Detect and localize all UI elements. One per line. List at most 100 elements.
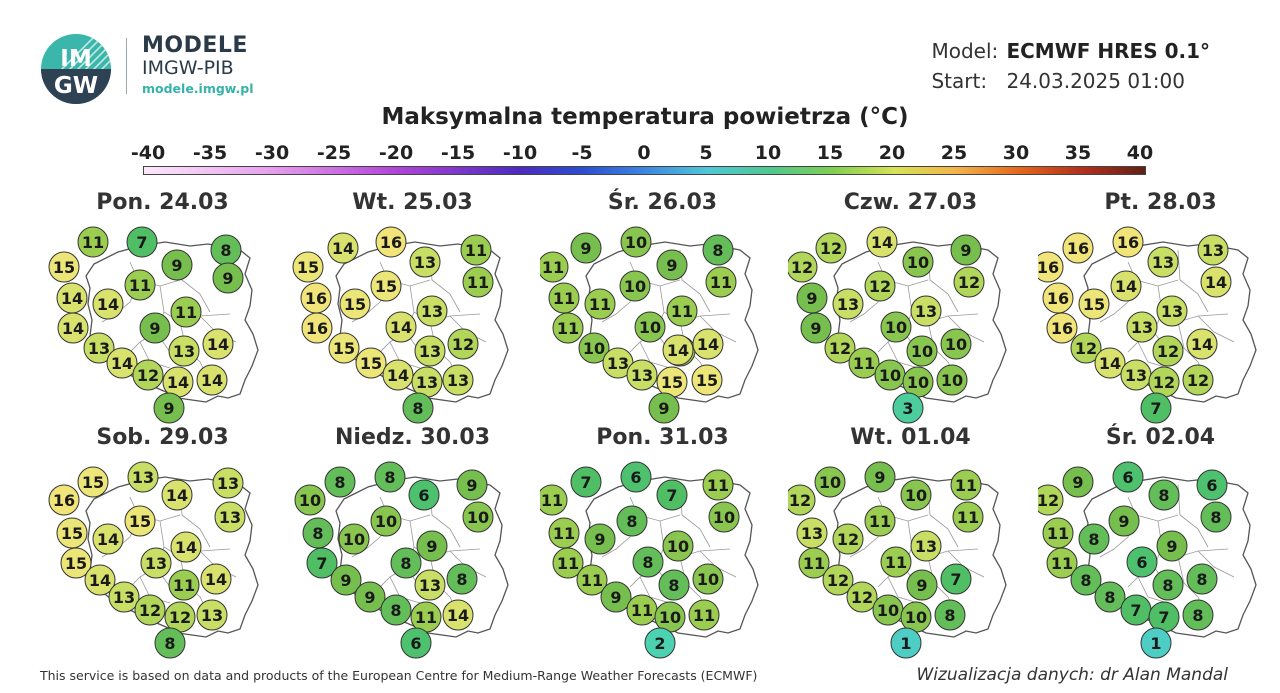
temperature-marker: 10 bbox=[900, 479, 932, 511]
temperature-value: 8 bbox=[1104, 588, 1115, 607]
temperature-value: 13 bbox=[837, 295, 859, 314]
temperature-value: 10 bbox=[713, 508, 735, 527]
temperature-value: 11 bbox=[175, 303, 197, 322]
temperature-marker: 9 bbox=[330, 564, 362, 596]
temperature-marker: 11 bbox=[666, 295, 698, 327]
region-border bbox=[1177, 484, 1209, 548]
temperature-value: 9 bbox=[426, 537, 437, 556]
temperature-marker: 8 bbox=[1078, 523, 1110, 555]
temperature-value: 13 bbox=[419, 342, 441, 361]
temperature-value: 14 bbox=[167, 373, 189, 392]
temperature-value: 13 bbox=[915, 537, 937, 556]
temperature-marker: 11 bbox=[168, 569, 200, 601]
temperature-value: 8 bbox=[384, 468, 395, 487]
forecast-day-panel: 10 9 11 12 10 11 13 12 11 13 11 11 12 9 7 12 10 10 8 1 Wt. 0… bbox=[788, 425, 1033, 659]
temperature-marker: 13 bbox=[214, 501, 246, 533]
temperature-value: 1 bbox=[900, 634, 911, 653]
temperature-value: 13 bbox=[217, 474, 239, 493]
temperature-value: 12 bbox=[837, 530, 859, 549]
temperature-marker: 16 bbox=[301, 312, 333, 344]
scale-tick-label: 0 bbox=[637, 142, 651, 164]
temperature-value: 10 bbox=[375, 512, 397, 531]
brand-title: MODELE bbox=[142, 33, 248, 58]
temperature-marker: 7 bbox=[940, 563, 972, 595]
temperature-value: 11 bbox=[557, 319, 579, 338]
temperature-marker: 13 bbox=[602, 347, 634, 379]
temperature-marker: 10 bbox=[634, 311, 666, 343]
brand-divider bbox=[126, 38, 127, 94]
temperature-marker: 11 bbox=[1042, 517, 1074, 549]
temperature-value: 8 bbox=[1192, 606, 1203, 625]
temperature-value: 9 bbox=[580, 239, 591, 258]
temperature-value: 8 bbox=[312, 524, 323, 543]
temperature-marker: 12 bbox=[788, 484, 816, 516]
scale-tick-label: 40 bbox=[1126, 142, 1154, 164]
temperature-value: 9 bbox=[658, 399, 669, 418]
temperature-value: 16 bbox=[1038, 258, 1059, 277]
temperature-value: 9 bbox=[810, 319, 821, 338]
forecast-day-panel: 7 6 11 7 11 8 10 11 9 10 11 8 11 8 10 9 11 10 11 2 Pon. 31.0… bbox=[540, 425, 785, 659]
temperature-marker: 8 bbox=[446, 563, 478, 595]
temperature-marker: 15 bbox=[48, 251, 80, 283]
temperature-value: 8 bbox=[944, 606, 955, 625]
temperature-value: 10 bbox=[625, 233, 647, 252]
temperature-marker: 1 bbox=[1140, 627, 1172, 659]
temperature-marker: 9 bbox=[600, 581, 632, 613]
temperature-marker: 8 bbox=[1148, 479, 1180, 511]
temperature-value: 13 bbox=[113, 588, 135, 607]
temperature-marker: 15 bbox=[1078, 288, 1110, 320]
temperature-marker: 9 bbox=[354, 581, 386, 613]
temperature-value: 14 bbox=[332, 239, 354, 258]
temperature-value: 8 bbox=[1210, 508, 1221, 527]
temperature-marker: 13 bbox=[442, 364, 474, 396]
scale-tick-label: 15 bbox=[816, 142, 844, 164]
temperature-marker: 15 bbox=[328, 332, 360, 364]
region-border bbox=[1177, 249, 1209, 313]
temperature-marker: 9 bbox=[906, 569, 938, 601]
temperature-marker: 9 bbox=[656, 249, 688, 281]
temperature-marker: 14 bbox=[1200, 266, 1232, 298]
temperature-value: 14 bbox=[97, 295, 119, 314]
temperature-value: 10 bbox=[907, 373, 929, 392]
temperature-value: 11 bbox=[82, 233, 104, 252]
temperature-value: 9 bbox=[149, 319, 160, 338]
temperature-marker: 8 bbox=[380, 594, 412, 626]
temperature-marker: 14 bbox=[84, 564, 116, 596]
temperature-value: 12 bbox=[139, 601, 161, 620]
temperature-marker: 7 bbox=[1148, 601, 1180, 633]
temperature-marker: 16 bbox=[1046, 312, 1078, 344]
temperature-value: 10 bbox=[639, 318, 661, 337]
temperature-marker: 12 bbox=[953, 266, 985, 298]
temperature-value: 11 bbox=[631, 601, 653, 620]
temperature-value: 12 bbox=[137, 366, 159, 385]
temperature-value: 13 bbox=[173, 342, 195, 361]
temperature-marker: 10 bbox=[654, 601, 686, 633]
model-info: Model: ECMWF HRES 0.1° Start: 24.03.2025… bbox=[931, 36, 1210, 96]
temperature-value: 11 bbox=[589, 295, 611, 314]
temperature-marker: 14 bbox=[56, 282, 88, 314]
day-label: Pon. 24.03 bbox=[96, 190, 229, 215]
temperature-value: 13 bbox=[1152, 253, 1174, 272]
temperature-value: 11 bbox=[957, 508, 979, 527]
temperature-value: 14 bbox=[387, 366, 409, 385]
temperature-marker: 13 bbox=[127, 461, 159, 493]
temperature-marker: 8 bbox=[154, 627, 186, 659]
day-label: Pt. 28.03 bbox=[1104, 190, 1217, 215]
temperature-value: 14 bbox=[201, 371, 223, 390]
temperature-marker: 8 bbox=[658, 569, 690, 601]
temperature-value: 14 bbox=[205, 570, 227, 589]
temperature-value: 14 bbox=[175, 538, 197, 557]
temperature-marker: 16 bbox=[375, 226, 407, 258]
temperature-value: 8 bbox=[668, 576, 679, 595]
temperature-marker: 6 bbox=[408, 479, 440, 511]
temperature-value: 14 bbox=[97, 530, 119, 549]
temperature-marker: 14 bbox=[196, 364, 228, 396]
temperature-value: 11 bbox=[129, 276, 151, 295]
temperature-value: 14 bbox=[1099, 354, 1121, 373]
brand-url-link[interactable]: modele.imgw.pl bbox=[142, 81, 254, 96]
forecast-day-panel: 15 13 13 16 14 15 13 15 14 14 15 13 14 11 14 13 12 12 13 8 S… bbox=[40, 425, 285, 659]
region-border bbox=[887, 576, 919, 604]
temperature-value: 12 bbox=[1187, 371, 1209, 390]
temperature-marker: 7 bbox=[656, 479, 688, 511]
